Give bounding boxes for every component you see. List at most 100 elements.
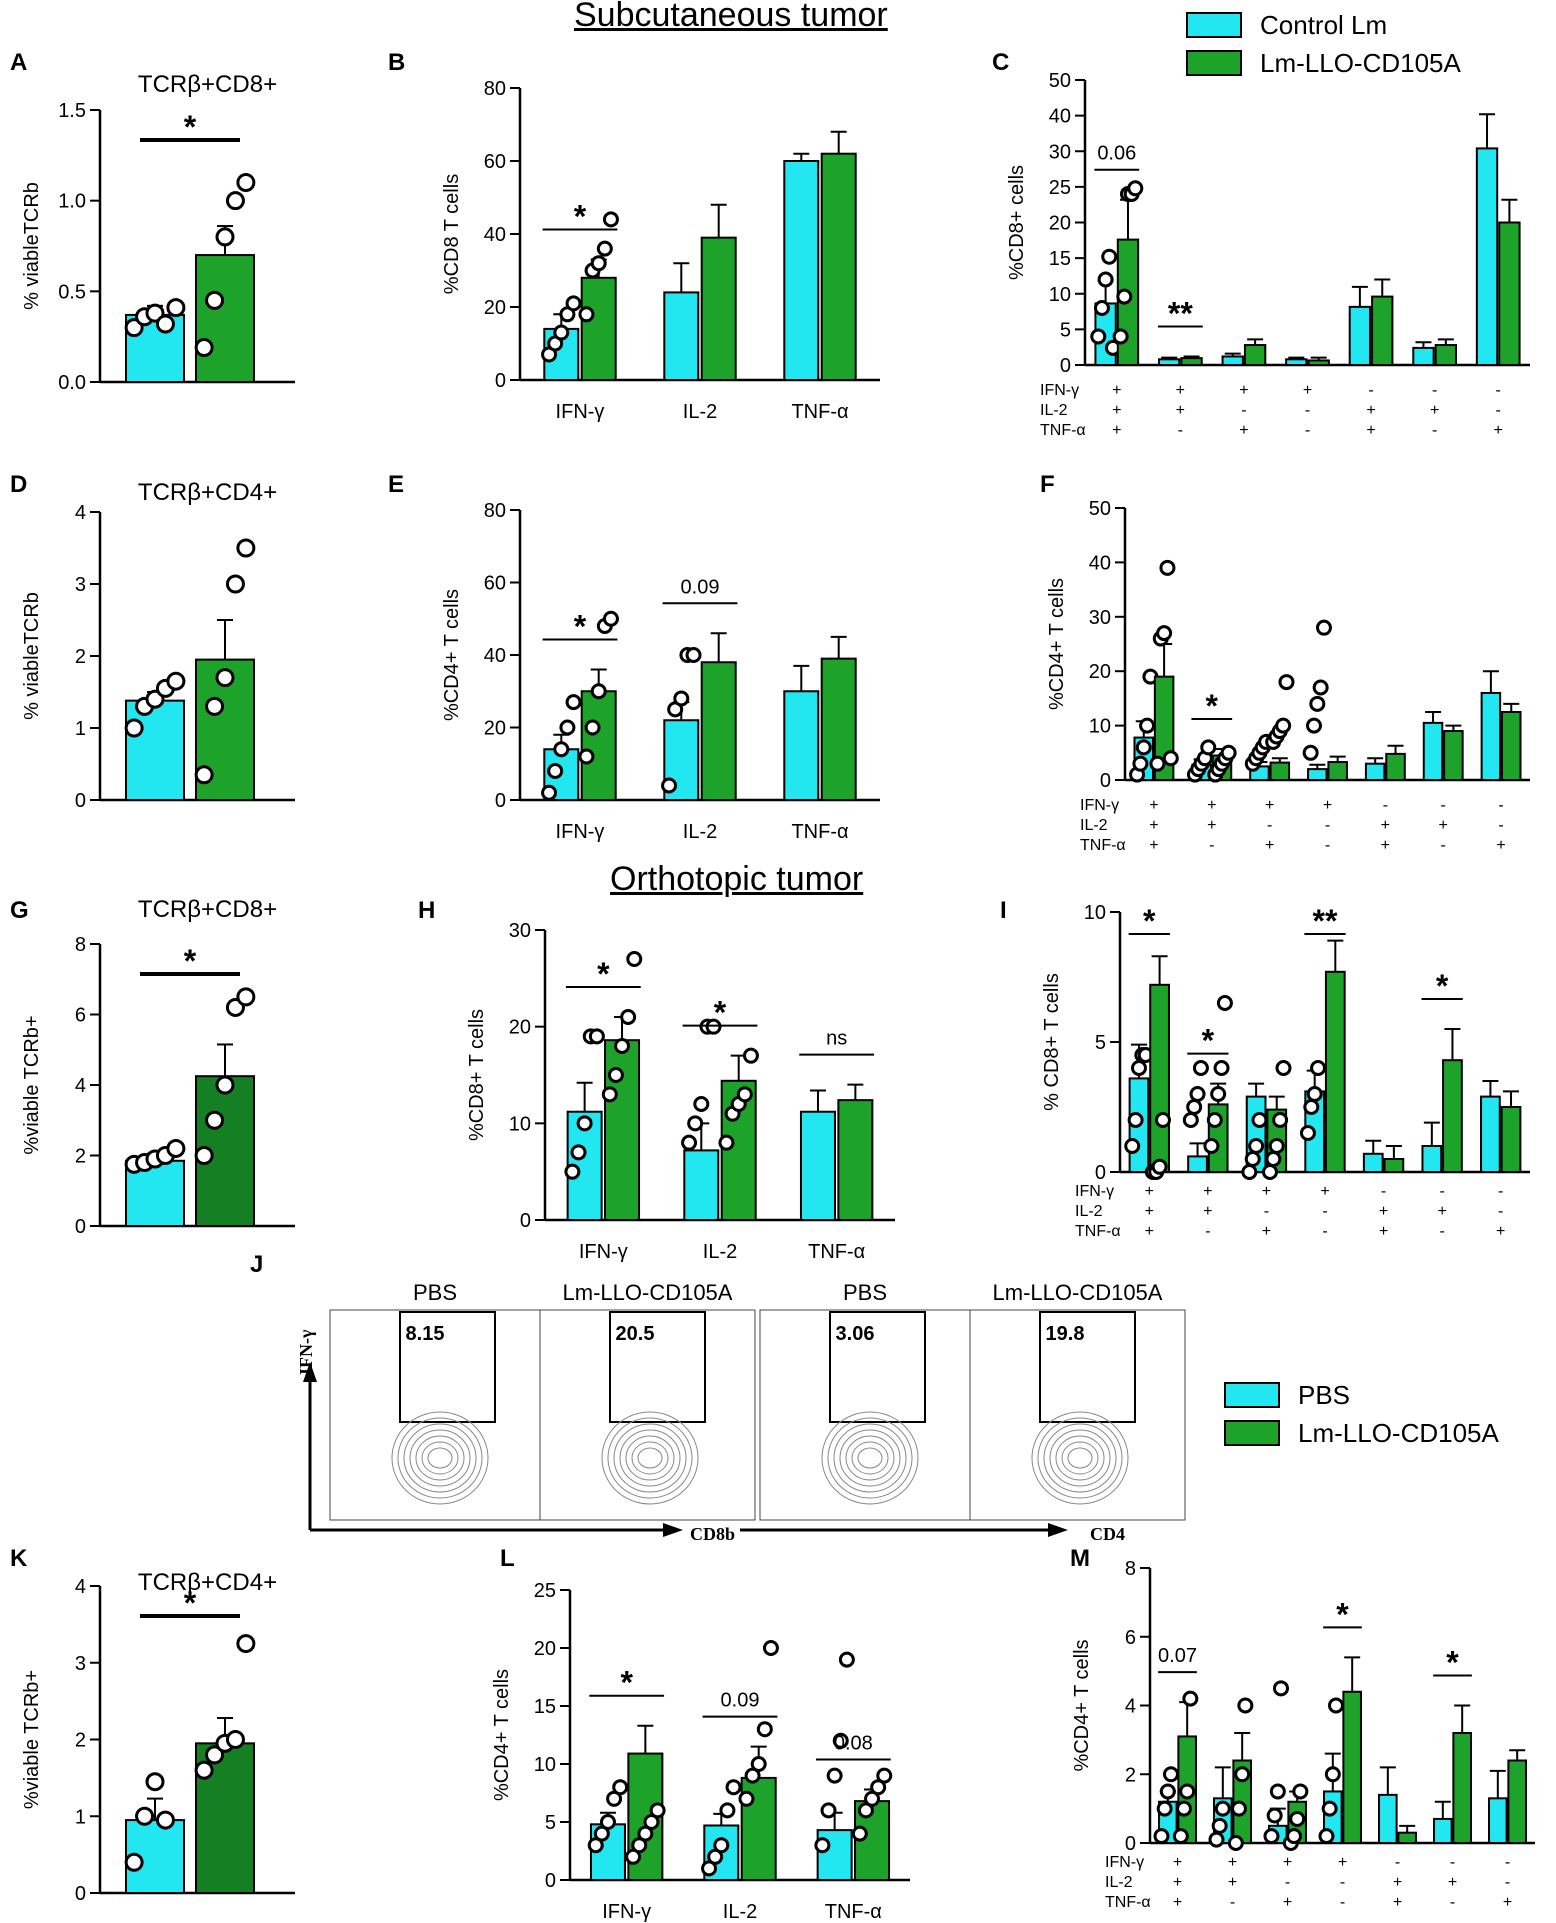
y-tick-label-C-0: 0 bbox=[1060, 355, 1071, 377]
flow-contour-2-5 bbox=[827, 1417, 913, 1499]
point-A-0-1-2 bbox=[215, 227, 235, 247]
sig-text-L-1: 0.09 bbox=[721, 1690, 760, 1712]
point-M-2-0-1 bbox=[1266, 1807, 1283, 1824]
matrix-sign-M-1-0: + bbox=[1173, 1874, 1182, 1891]
y-tick-label-D-0: 0 bbox=[75, 790, 86, 812]
y-tick-label-K-4: 4 bbox=[75, 1576, 86, 1598]
point-G-0-1-0 bbox=[194, 1146, 214, 1165]
point-L-1-1-0 bbox=[738, 1790, 755, 1807]
matrix-row-label-C-0: IFN-γ bbox=[1040, 382, 1079, 399]
bar-M-6-1 bbox=[1507, 1759, 1527, 1844]
sig-text-I-2: ** bbox=[1313, 903, 1338, 939]
y-tick-label-A-1: 0.5 bbox=[58, 281, 86, 303]
point-C-0-0-1 bbox=[1093, 300, 1110, 316]
x-tick-label-L-1: IL-2 bbox=[723, 1901, 757, 1923]
point-M-2-0-2 bbox=[1269, 1783, 1286, 1800]
matrix-sign-C-2-6: + bbox=[1494, 422, 1503, 439]
point-K-0-1-1 bbox=[205, 1745, 225, 1765]
matrix-sign-I-1-2: - bbox=[1264, 1203, 1269, 1220]
y-label-E: %CD4+ T cells bbox=[441, 589, 463, 721]
y-label-I: % CD8+ T cells bbox=[1041, 973, 1063, 1111]
matrix-sign-M-2-5: - bbox=[1450, 1894, 1455, 1911]
flow-value-2: 3.06 bbox=[836, 1323, 875, 1345]
point-I-1-1-2 bbox=[1210, 1086, 1227, 1102]
flow-contour-2-6 bbox=[821, 1411, 919, 1505]
matrix-sign-M-0-1: + bbox=[1228, 1854, 1237, 1871]
bar-I-3-1 bbox=[1324, 970, 1346, 1173]
matrix-row-label-C-2: TNF-α bbox=[1040, 422, 1086, 439]
bar-H-2-1 bbox=[837, 1099, 874, 1221]
matrix-sign-F-1-6: - bbox=[1498, 817, 1503, 834]
point-H-0-1-2 bbox=[614, 1038, 631, 1054]
y-tick-label-E-4: 80 bbox=[484, 500, 506, 522]
flow-gate-3 bbox=[1039, 1311, 1136, 1423]
matrix-sign-C-1-6: - bbox=[1496, 402, 1501, 419]
bar-C-5-0 bbox=[1412, 346, 1435, 366]
point-C-0-1-1 bbox=[1116, 288, 1133, 305]
sig-text-C-0: 0.06 bbox=[1097, 143, 1136, 165]
flow-box-0 bbox=[329, 1309, 541, 1521]
y-label-F: %CD4+ T cells bbox=[1046, 578, 1068, 710]
point-M-0-0-2 bbox=[1159, 1783, 1176, 1800]
point-L-2-0-4 bbox=[838, 1651, 855, 1668]
matrix-row-label-I-1: IL-2 bbox=[1075, 1203, 1103, 1220]
y-tick-label-I-0: 0 bbox=[1095, 1162, 1106, 1184]
y-tick-label-H-1: 10 bbox=[509, 1113, 531, 1135]
y-tick-label-D-4: 4 bbox=[75, 502, 86, 524]
flow-contour-3-0 bbox=[1067, 1447, 1093, 1469]
matrix-sign-M-2-4: + bbox=[1393, 1894, 1402, 1911]
y-tick-label-G-4: 8 bbox=[75, 934, 86, 956]
flow-y-label: IFN-γ bbox=[296, 1329, 316, 1375]
point-I-1-0-1 bbox=[1186, 1099, 1203, 1115]
x-tick-label-H-0: IFN-γ bbox=[579, 1241, 628, 1263]
point-B-0-0-2 bbox=[553, 324, 570, 341]
point-L-1-0-2 bbox=[713, 1837, 730, 1854]
point-F-0-1-3 bbox=[1159, 559, 1176, 576]
point-A-0-1-1 bbox=[205, 290, 225, 310]
point-H-0-1-1 bbox=[607, 1067, 624, 1083]
point-H-1-1-3 bbox=[736, 1086, 753, 1103]
point-B-0-1-2 bbox=[590, 255, 607, 272]
point-C-0-0-2 bbox=[1097, 271, 1114, 288]
point-E-0-0-0 bbox=[541, 784, 558, 801]
point-M-2-0-3 bbox=[1272, 1680, 1289, 1697]
legend-swatch-pbs bbox=[1224, 1382, 1280, 1408]
y-tick-label-F-4: 40 bbox=[1089, 552, 1111, 574]
sig-text-C-1: ** bbox=[1168, 295, 1193, 331]
point-D-0-1-1 bbox=[205, 696, 225, 716]
point-I-2-0-0 bbox=[1241, 1164, 1258, 1180]
point-I-0-0-0 bbox=[1124, 1138, 1141, 1154]
point-L-0-1-4 bbox=[649, 1802, 666, 1819]
sig-text-A-0: * bbox=[184, 109, 197, 145]
sig-text-I-0: * bbox=[1143, 903, 1156, 939]
point-D-0-0-4 bbox=[166, 671, 186, 691]
bar-I-5-0 bbox=[1421, 1145, 1443, 1173]
point-G-0-0-4 bbox=[166, 1138, 186, 1158]
matrix-sign-M-2-3: - bbox=[1340, 1894, 1345, 1911]
y-tick-label-L-5: 25 bbox=[534, 1580, 556, 1602]
point-I-3-0-0 bbox=[1299, 1125, 1316, 1141]
point-M-1-1-3 bbox=[1237, 1697, 1254, 1714]
matrix-sign-I-1-0: + bbox=[1145, 1203, 1154, 1220]
panel-label-L: L bbox=[500, 1545, 515, 1572]
point-M-0-1-2 bbox=[1179, 1783, 1196, 1800]
matrix-sign-I-2-6: + bbox=[1496, 1223, 1505, 1240]
matrix-row-label-F-0: IFN-γ bbox=[1080, 797, 1119, 814]
y-label-L: %CD4+ T cells bbox=[491, 1669, 513, 1801]
matrix-sign-M-1-2: - bbox=[1285, 1874, 1290, 1891]
y-tick-label-A-2: 1.0 bbox=[58, 191, 86, 213]
bar-C-3-1 bbox=[1307, 359, 1330, 367]
matrix-sign-M-2-1: - bbox=[1230, 1894, 1235, 1911]
matrix-sign-I-1-4: + bbox=[1379, 1203, 1388, 1220]
y-label-H: %CD8+ T cells bbox=[466, 1009, 488, 1141]
bar-C-2-1 bbox=[1243, 344, 1267, 366]
y-tick-label-B-2: 40 bbox=[484, 224, 506, 246]
bar-C-2-0 bbox=[1221, 355, 1244, 367]
matrix-sign-M-2-0: + bbox=[1173, 1894, 1182, 1911]
matrix-sign-F-1-5: + bbox=[1439, 817, 1448, 834]
point-M-3-0-2 bbox=[1324, 1766, 1341, 1783]
point-I-1-0-0 bbox=[1182, 1112, 1199, 1128]
sig-text-B-0: * bbox=[574, 199, 587, 235]
point-C-0-0-0 bbox=[1090, 328, 1107, 345]
matrix-sign-C-1-4: + bbox=[1366, 402, 1375, 419]
